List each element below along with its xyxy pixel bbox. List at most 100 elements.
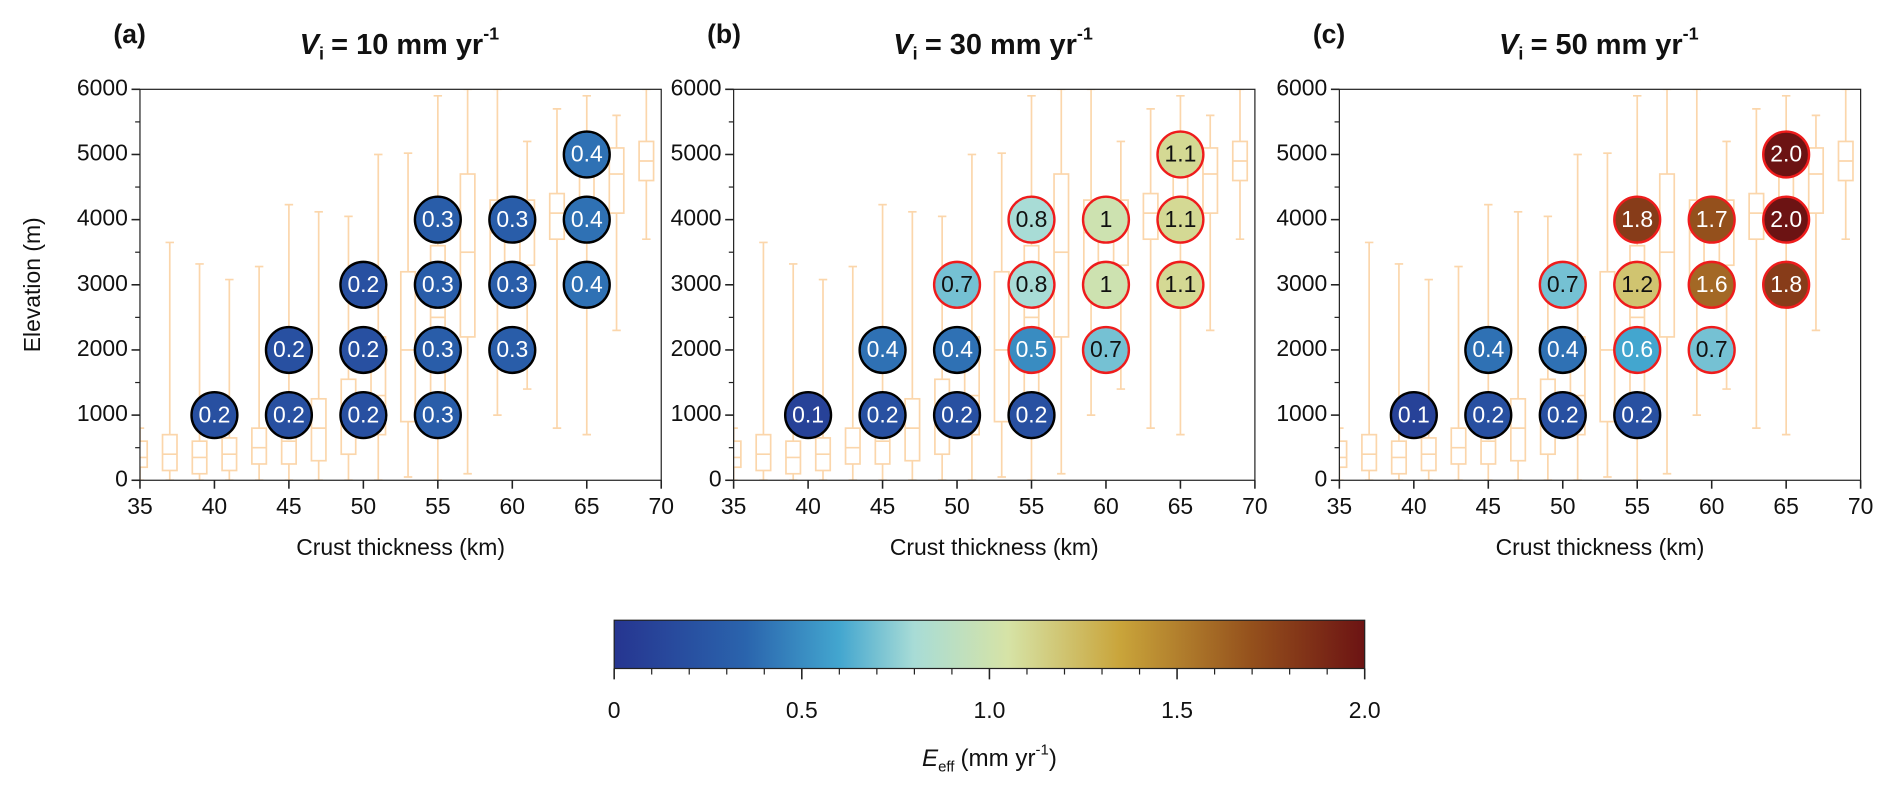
x-tick-label: 50 bbox=[1550, 493, 1575, 519]
bubble-label: 0.3 bbox=[496, 336, 528, 362]
subscript: eff bbox=[938, 758, 955, 775]
bubble-label: 0.2 bbox=[347, 336, 379, 362]
y-tick-label: 5000 bbox=[1276, 140, 1327, 166]
bubble-label: 1.7 bbox=[1696, 206, 1728, 232]
bubble-label: 0.2 bbox=[1621, 401, 1653, 427]
bubble bbox=[1687, 260, 1736, 309]
x-tick-label: 50 bbox=[351, 493, 376, 519]
bubble-label: 1.1 bbox=[1165, 141, 1197, 167]
box bbox=[1509, 397, 1527, 462]
bubble bbox=[1156, 130, 1205, 179]
bubble-label: 0.7 bbox=[1547, 271, 1579, 297]
y-tick-label: 4000 bbox=[77, 205, 128, 231]
box bbox=[1450, 427, 1467, 465]
box bbox=[904, 397, 921, 462]
x-tick-label: 65 bbox=[574, 493, 599, 519]
x-tick-label: 55 bbox=[1019, 493, 1044, 519]
bubble bbox=[413, 390, 462, 440]
rich-label: Eeff (mm yr-1) bbox=[922, 742, 1057, 776]
bubble-label: 0.2 bbox=[941, 401, 973, 427]
label-text: (mm yr bbox=[960, 746, 1035, 773]
bubble-label: 2.0 bbox=[1770, 141, 1802, 167]
box bbox=[1599, 270, 1616, 423]
panel: 0 1000 2000 3000 4000 5000 6000 35 40 45 50 55 60 65 7… bbox=[1276, 19, 1873, 560]
bubble bbox=[1464, 390, 1513, 440]
bubble bbox=[858, 325, 907, 375]
superscript: -1 bbox=[483, 23, 499, 43]
superscript: -1 bbox=[1077, 23, 1093, 43]
bubble bbox=[1007, 195, 1056, 244]
bubble bbox=[1538, 260, 1587, 309]
bubble bbox=[1081, 325, 1131, 375]
x-tick-label: 35 bbox=[127, 493, 152, 519]
bubble-label: 0.4 bbox=[571, 206, 603, 232]
x-axis-label: Crust thickness (km) bbox=[296, 534, 505, 560]
bubble-label: 1 bbox=[1100, 271, 1113, 297]
label-text: = 10 mm yr bbox=[331, 29, 483, 61]
bubble-label: 1.6 bbox=[1696, 271, 1728, 297]
bubble bbox=[1613, 390, 1662, 440]
panel-label: (b) bbox=[707, 19, 741, 49]
bubble bbox=[1464, 325, 1513, 375]
x-tick-label: 55 bbox=[1624, 493, 1649, 519]
bubble bbox=[858, 390, 907, 440]
x-tick-label: 70 bbox=[1242, 493, 1267, 519]
bubble bbox=[339, 390, 388, 440]
box bbox=[139, 440, 149, 469]
box bbox=[755, 433, 772, 472]
x-axis-label: Crust thickness (km) bbox=[890, 534, 1099, 560]
bubble-label: 0.2 bbox=[273, 336, 305, 362]
x-tick-label: 45 bbox=[870, 493, 895, 519]
bubble-label: 0.5 bbox=[1016, 336, 1048, 362]
y-tick-label: 4000 bbox=[671, 205, 722, 231]
box bbox=[1748, 192, 1765, 241]
bubble bbox=[1081, 195, 1131, 244]
bubble-label: 1.8 bbox=[1621, 206, 1653, 232]
bubble bbox=[488, 325, 537, 375]
bubble bbox=[932, 390, 982, 440]
box bbox=[310, 397, 327, 462]
x-tick-label: 45 bbox=[276, 493, 301, 519]
y-tick-label: 4000 bbox=[1276, 205, 1327, 231]
box bbox=[1658, 173, 1676, 338]
box bbox=[548, 192, 566, 241]
bubble-label: 0.3 bbox=[496, 271, 528, 297]
bubble bbox=[1762, 130, 1811, 179]
box bbox=[1361, 433, 1378, 472]
y-tick-label: 1000 bbox=[77, 400, 128, 426]
y-tick-label: 3000 bbox=[77, 270, 128, 296]
x-tick-label: 55 bbox=[425, 493, 450, 519]
bubble bbox=[264, 390, 314, 440]
panel: 0 1000 2000 3000 4000 5000 6000 35 40 45 50 55 60 65 7… bbox=[19, 19, 674, 560]
label-text: = 50 mm yr bbox=[1531, 29, 1683, 61]
bubble-label: 2.0 bbox=[1770, 206, 1802, 232]
bubble-label: 0.8 bbox=[1016, 206, 1048, 232]
colorbar-gradient bbox=[613, 619, 1366, 670]
bubble bbox=[1081, 260, 1131, 309]
bubble-label: 0.3 bbox=[422, 401, 454, 427]
x-tick-label: 60 bbox=[1093, 493, 1118, 519]
bubble-label: 0.2 bbox=[347, 401, 379, 427]
box bbox=[1142, 192, 1159, 241]
bubble bbox=[339, 260, 388, 309]
y-tick-label: 0 bbox=[709, 465, 722, 491]
bubble bbox=[1156, 195, 1205, 244]
x-tick-label: 40 bbox=[1401, 493, 1426, 519]
bubble bbox=[264, 325, 314, 375]
bubble-label: 0.2 bbox=[199, 401, 231, 427]
panel: 0 1000 2000 3000 4000 5000 6000 35 40 45 50 55 60 65 7… bbox=[671, 19, 1268, 560]
colorbar-tick-label: 2.0 bbox=[1349, 697, 1381, 723]
colorbar: 0 0.5 1.0 1.5 2.0 Eeff (mm yr-1) bbox=[608, 619, 1381, 776]
bubble bbox=[488, 195, 537, 244]
bubble bbox=[413, 260, 462, 309]
bubble-label: 0.4 bbox=[1547, 336, 1579, 362]
y-tick-label: 5000 bbox=[671, 140, 722, 166]
y-tick-label: 0 bbox=[1315, 465, 1328, 491]
bubble-label: 0.4 bbox=[1472, 336, 1504, 362]
bubble bbox=[1538, 325, 1587, 375]
bubble-label: 1 bbox=[1100, 206, 1113, 232]
y-tick-label: 2000 bbox=[671, 335, 722, 361]
bubble-label: 0.4 bbox=[571, 271, 603, 297]
bubble-label: 0.4 bbox=[941, 336, 973, 362]
